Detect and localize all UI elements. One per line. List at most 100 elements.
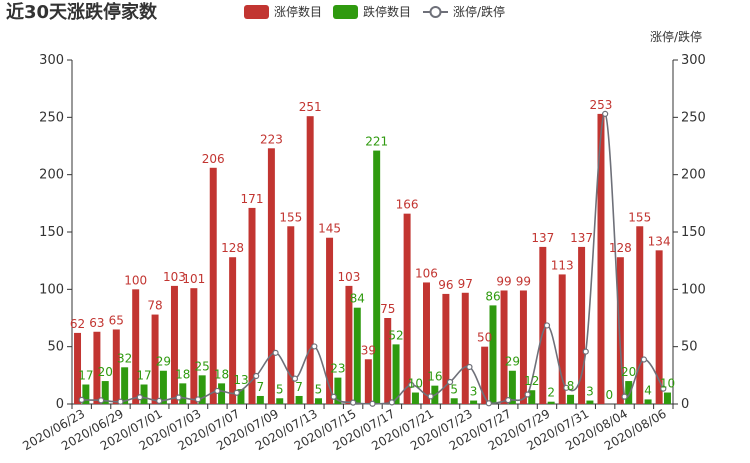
- bar-down-label: 16: [427, 370, 442, 384]
- legend-item[interactable]: 跌停数目: [333, 4, 411, 19]
- bar-up: [326, 237, 334, 404]
- bar-down: [528, 390, 536, 404]
- bar-down: [315, 398, 322, 404]
- y-tick-label: 50: [47, 340, 64, 355]
- legend-label: 涨停/跌停: [453, 4, 505, 19]
- bar-up-label: 223: [260, 132, 283, 146]
- bar-up: [248, 207, 256, 404]
- ratio-point: [311, 343, 318, 350]
- bar-down: [392, 344, 400, 404]
- bar-down-label: 32: [117, 351, 132, 365]
- bar-up-label: 62: [70, 317, 85, 331]
- ratio-point: [136, 394, 143, 401]
- chart-title: 近30天涨跌停家数: [6, 1, 158, 23]
- bar-down: [470, 400, 478, 404]
- y2-axis-name: 涨停/跌停: [650, 29, 702, 44]
- bar-up: [384, 318, 392, 404]
- bar-down: [625, 381, 633, 404]
- bar-down-label: 221: [365, 135, 388, 149]
- bar-up: [170, 285, 178, 404]
- bar-down-label: 3: [470, 385, 478, 399]
- bar-down-label: 0: [605, 388, 613, 402]
- bar-up: [112, 329, 120, 404]
- bar-down-label: 20: [621, 365, 636, 379]
- bar-down-label: 7: [295, 380, 303, 394]
- ratio-point: [350, 399, 357, 406]
- bar-down: [663, 392, 671, 404]
- bar-up: [364, 359, 372, 404]
- bar-down-label: 20: [98, 365, 113, 379]
- bar-up: [287, 226, 295, 404]
- bar-down: [567, 394, 575, 404]
- bar-up: [636, 226, 644, 404]
- legend-label: 涨停数目: [274, 4, 322, 19]
- ratio-point: [97, 397, 105, 404]
- bar-up: [461, 292, 469, 404]
- bar-up: [539, 246, 547, 404]
- bar-down: [295, 395, 303, 404]
- bar-down: [353, 307, 361, 404]
- bar-up: [132, 289, 140, 404]
- bar-up-label: 155: [628, 210, 651, 224]
- ratio-point: [466, 363, 473, 371]
- bar-up: [442, 293, 450, 404]
- bar-up: [151, 314, 159, 404]
- bar-down-label: 10: [660, 377, 675, 391]
- bar-down: [450, 398, 458, 404]
- bar-up: [229, 257, 237, 404]
- bar-up-label: 99: [516, 274, 531, 288]
- bar-down-label: 5: [450, 382, 458, 396]
- bar-down-label: 29: [505, 355, 520, 369]
- bar-up-label: 171: [241, 192, 264, 206]
- bar-down-label: 5: [315, 382, 323, 396]
- bar-down-label: 13: [233, 373, 248, 387]
- bar-down: [256, 395, 264, 404]
- bar-up-label: 97: [458, 277, 473, 291]
- bar-down: [159, 370, 167, 404]
- bar-down: [140, 384, 148, 404]
- y2-tick-label: 250: [681, 110, 706, 125]
- y-tick-label: 250: [39, 110, 64, 125]
- chart-bars: [74, 113, 671, 404]
- bar-up-label: 78: [147, 299, 162, 313]
- bar-down-label: 23: [330, 362, 345, 376]
- legend-item[interactable]: 涨停/跌停: [423, 4, 505, 19]
- bar-up-label: 75: [380, 302, 395, 316]
- ratio-point: [563, 384, 570, 391]
- bar-up-label: 39: [361, 343, 376, 357]
- bar-down-label: 8: [567, 379, 575, 393]
- ratio-point: [233, 389, 240, 396]
- bar-up: [209, 167, 217, 404]
- bar-up-label: 103: [163, 270, 186, 284]
- bar-down: [179, 383, 187, 404]
- chart-legend[interactable]: 涨停数目 跌停数目 涨停/跌停: [244, 4, 505, 19]
- bar-down-label: 7: [257, 380, 265, 394]
- bar-up-label: 137: [570, 231, 593, 245]
- bar-up: [93, 331, 101, 404]
- legend-label: 跌停数目: [363, 4, 411, 19]
- bar-up-label: 251: [299, 100, 322, 114]
- bar-down: [218, 383, 226, 404]
- bar-up: [190, 288, 198, 404]
- bar-up: [267, 148, 275, 404]
- bar-down: [334, 377, 342, 404]
- bar-up: [597, 113, 605, 404]
- y-tick-label: 100: [39, 282, 64, 297]
- ratio-point: [156, 397, 163, 405]
- bar-up-label: 96: [438, 278, 453, 292]
- bar-down-label: 18: [214, 367, 229, 381]
- ratio-point: [660, 385, 667, 392]
- ratio-point: [485, 400, 492, 407]
- ratio-point: [408, 381, 415, 389]
- y2-tick-label: 50: [681, 340, 698, 355]
- bar-up-label: 113: [551, 258, 574, 272]
- bar-up-label: 63: [89, 316, 104, 330]
- bar-down: [547, 401, 555, 404]
- legend-item[interactable]: 涨停数目: [244, 4, 322, 19]
- bar-down-label: 25: [195, 359, 210, 373]
- bar-up-label: 100: [124, 273, 147, 287]
- bar-down-label: 86: [485, 289, 500, 303]
- bar-up-label: 128: [221, 241, 244, 255]
- ratio-point: [117, 398, 124, 405]
